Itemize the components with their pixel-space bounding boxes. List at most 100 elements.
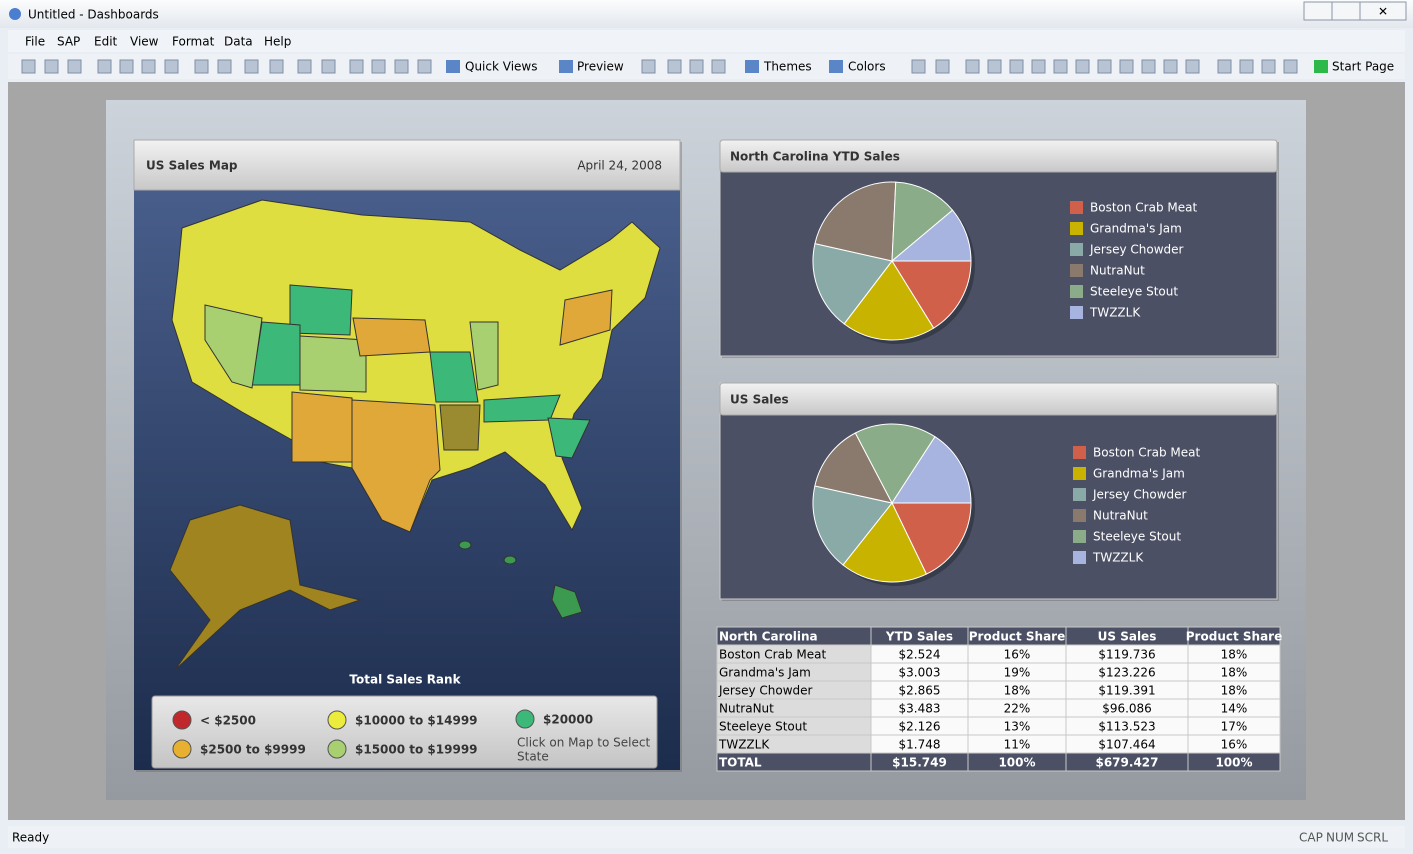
- minimize-button[interactable]: [1304, 2, 1332, 20]
- toolbar-icon[interactable]: [1218, 60, 1231, 73]
- toolbar-button[interactable]: Start Page: [1332, 60, 1394, 74]
- toolbar-button[interactable]: Colors: [848, 60, 886, 74]
- table-text: $113.523: [1098, 720, 1155, 734]
- table-text: TOTAL: [719, 756, 762, 770]
- state-region[interactable]: [353, 318, 430, 356]
- toolbar-icon[interactable]: [1284, 60, 1297, 73]
- toolbar-icon[interactable]: [195, 60, 208, 73]
- toolbar-icon[interactable]: [912, 60, 925, 73]
- status-indicator: CAP: [1299, 831, 1323, 845]
- table-text: $119.736: [1098, 648, 1155, 662]
- toolbar-icon[interactable]: [1120, 60, 1133, 73]
- legend-label: $15000 to $19999: [355, 743, 478, 757]
- toolbar-icon[interactable]: [322, 60, 335, 73]
- menu-item[interactable]: Format: [172, 35, 215, 49]
- menu-item[interactable]: Edit: [94, 35, 118, 49]
- toolbar-icon[interactable]: [712, 60, 725, 73]
- table-text: Boston Crab Meat: [719, 648, 826, 662]
- toolbar-icon[interactable]: [120, 60, 133, 73]
- toolbar-icon[interactable]: [165, 60, 178, 73]
- legend-dot: [328, 711, 346, 729]
- table-text: 17%: [1221, 720, 1248, 734]
- toolbar-icon[interactable]: [668, 60, 681, 73]
- toolbar-icon[interactable]: [559, 60, 573, 73]
- legend-label: NutraNut: [1090, 264, 1145, 278]
- toolbar-icon[interactable]: [1142, 60, 1155, 73]
- table-text: $3.483: [899, 702, 941, 716]
- toolbar-icon[interactable]: [642, 60, 655, 73]
- legend-label: Grandma's Jam: [1093, 467, 1185, 481]
- toolbar-icon[interactable]: [936, 60, 949, 73]
- hawaii[interactable]: [459, 541, 471, 549]
- toolbar-button[interactable]: Quick Views: [465, 60, 537, 74]
- legend-swatch: [1070, 222, 1083, 235]
- toolbar-icon[interactable]: [350, 60, 363, 73]
- toolbar-icon[interactable]: [1314, 60, 1328, 73]
- toolbar-icon[interactable]: [966, 60, 979, 73]
- toolbar-icon[interactable]: [245, 60, 258, 73]
- table-text: 14%: [1221, 702, 1248, 716]
- toolbar-icon[interactable]: [1054, 60, 1067, 73]
- menu-item[interactable]: View: [130, 35, 159, 49]
- state-region[interactable]: [300, 336, 366, 392]
- toolbar-icon[interactable]: [829, 60, 843, 73]
- toolbar-icon[interactable]: [1164, 60, 1177, 73]
- toolbar-icon[interactable]: [1076, 60, 1089, 73]
- legend-swatch: [1073, 509, 1086, 522]
- toolbar-icon[interactable]: [298, 60, 311, 73]
- legend-dot: [516, 710, 534, 728]
- table-text: $107.464: [1098, 738, 1155, 752]
- toolbar-icon[interactable]: [1262, 60, 1275, 73]
- toolbar-icon[interactable]: [142, 60, 155, 73]
- toolbar-button[interactable]: Themes: [763, 60, 812, 74]
- toolbar-icon[interactable]: [22, 60, 35, 73]
- menu-item[interactable]: File: [25, 35, 45, 49]
- legend-label: Boston Crab Meat: [1093, 446, 1200, 460]
- close-glyph: ✕: [1378, 5, 1388, 19]
- toolbar-icon[interactable]: [1032, 60, 1045, 73]
- menu-item[interactable]: SAP: [57, 35, 80, 49]
- toolbar-icon[interactable]: [446, 60, 460, 73]
- table-text: $15.749: [892, 756, 947, 770]
- table-text: 22%: [1004, 702, 1031, 716]
- maximize-button[interactable]: [1332, 2, 1360, 20]
- toolbar-icon[interactable]: [745, 60, 759, 73]
- table-text: Grandma's Jam: [719, 666, 811, 680]
- map-hint-2: State: [517, 750, 549, 764]
- toolbar-icon[interactable]: [1010, 60, 1023, 73]
- toolbar-icon[interactable]: [98, 60, 111, 73]
- window-controls[interactable]: ✕: [1304, 2, 1406, 20]
- chart-title: US Sales: [730, 393, 789, 407]
- table-text: 18%: [1221, 684, 1248, 698]
- toolbar-icon[interactable]: [218, 60, 231, 73]
- state-region[interactable]: [440, 405, 480, 450]
- legend-label: NutraNut: [1093, 509, 1148, 523]
- table-text: YTD Sales: [885, 630, 953, 644]
- toolbar-button[interactable]: Preview: [577, 60, 624, 74]
- state-region[interactable]: [292, 392, 352, 462]
- toolbar-icon[interactable]: [418, 60, 431, 73]
- legend-label: $10000 to $14999: [355, 714, 478, 728]
- legend-label: Jersey Chowder: [1089, 243, 1184, 257]
- legend-dot: [328, 740, 346, 758]
- menu-item[interactable]: Help: [264, 35, 291, 49]
- toolbar-icon[interactable]: [270, 60, 283, 73]
- toolbar-icon[interactable]: [45, 60, 58, 73]
- legend-label: Jersey Chowder: [1092, 488, 1187, 502]
- menu-item[interactable]: Data: [224, 35, 253, 49]
- state-region[interactable]: [430, 352, 478, 402]
- toolbar-icon[interactable]: [68, 60, 81, 73]
- toolbar-icon[interactable]: [690, 60, 703, 73]
- toolbar-icon[interactable]: [1098, 60, 1111, 73]
- toolbar-icon[interactable]: [372, 60, 385, 73]
- hawaii[interactable]: [504, 556, 516, 564]
- toolbar-icon[interactable]: [1186, 60, 1199, 73]
- table-text: $2.126: [899, 720, 941, 734]
- legend-label: Grandma's Jam: [1090, 222, 1182, 236]
- toolbar-icon[interactable]: [1240, 60, 1253, 73]
- toolbar-icon[interactable]: [395, 60, 408, 73]
- table-text: $3.003: [899, 666, 941, 680]
- map-title: US Sales Map: [146, 159, 238, 173]
- chart-header: [720, 383, 1277, 415]
- toolbar-icon[interactable]: [988, 60, 1001, 73]
